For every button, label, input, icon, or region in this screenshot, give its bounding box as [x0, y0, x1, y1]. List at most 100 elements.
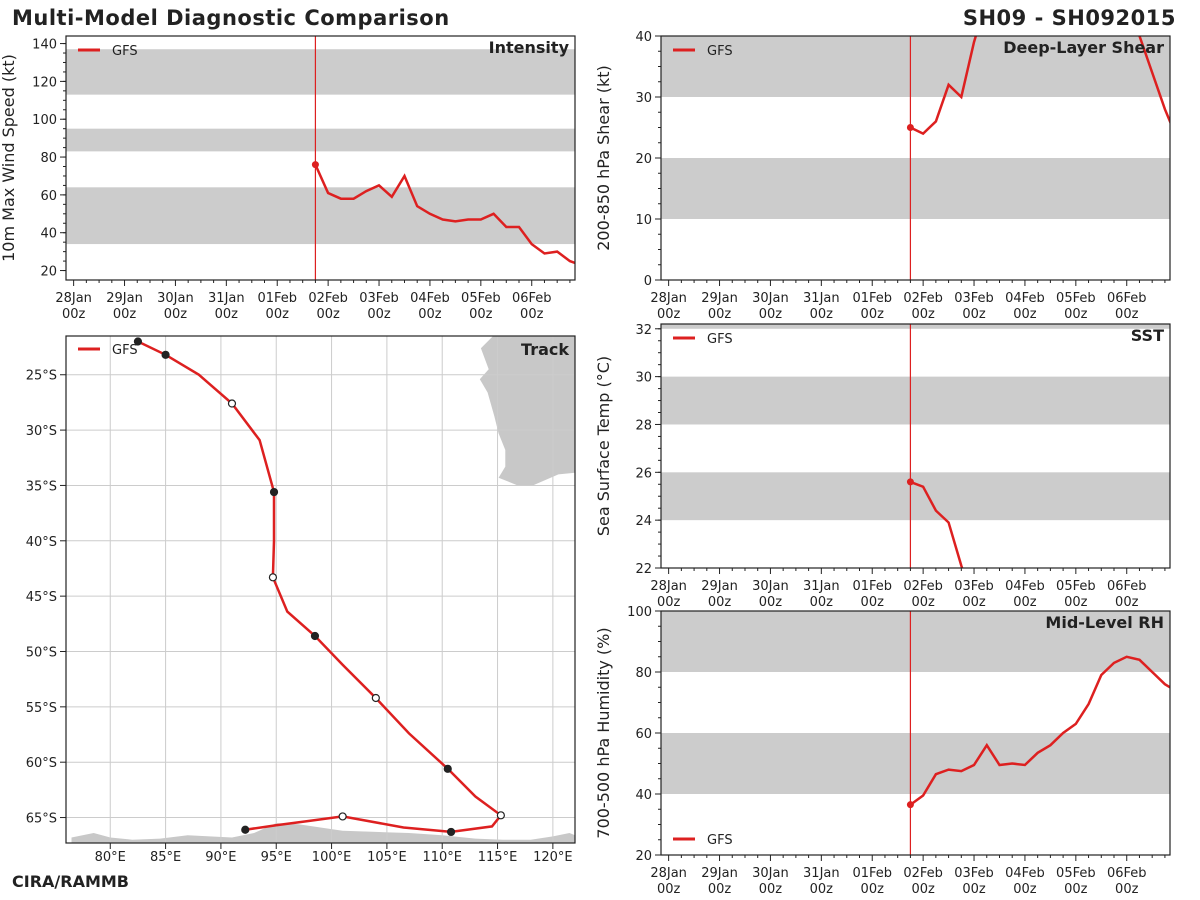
sst-ytick-label: 24: [635, 514, 652, 529]
shear-xtick-label: 28Jan: [650, 291, 687, 306]
shear-xtick-label: 30Jan: [752, 291, 789, 306]
track-marker-00z: [446, 827, 456, 837]
sst-ytick-label: 32: [635, 323, 652, 338]
shear-xtick-label: 03Feb: [954, 291, 994, 306]
intensity-ytick-label: 60: [40, 189, 57, 204]
intensity-xtick-label: 00z: [418, 307, 442, 322]
rh-ytick-label: 20: [635, 849, 652, 864]
track-lat-label: 65°S: [26, 812, 57, 827]
shear-xtick-label: 02Feb: [903, 291, 943, 306]
rh-xtick-label: 00z: [810, 882, 834, 897]
sst-xtick-label: 30Jan: [752, 579, 789, 594]
rh-xtick-label: 02Feb: [903, 866, 943, 881]
intensity-band-1: [66, 128, 575, 152]
shear-xtick-label: 00z: [1064, 307, 1088, 322]
rh-xtick-label: 00z: [708, 882, 732, 897]
sst-xtick-label: 00z: [962, 595, 986, 610]
track-panel: 80°E 85°E 90°E 95°E 100°E 105°E 110°E 115°E 120°…: [26, 335, 576, 865]
shear-ylabel: 200-850 hPa Shear (kt): [594, 65, 613, 251]
intensity-xtick-label: 29Jan: [106, 291, 143, 306]
track-lat-label: 45°S: [26, 590, 57, 605]
shear-ytick-label: 0: [644, 274, 652, 289]
shear-xtick-label: 00z: [861, 307, 885, 322]
shear-title: Deep-Layer Shear: [1003, 38, 1164, 57]
shear-frame: [660, 35, 1171, 281]
intensity-xtick-label: 00z: [266, 307, 290, 322]
shear-xtick-label: 00z: [657, 307, 681, 322]
intensity-legend-label: GFS: [112, 44, 138, 59]
sst-title: SST: [1131, 326, 1164, 345]
shear-xtick-label: 05Feb: [1056, 291, 1096, 306]
intensity-xtick-label: 05Feb: [461, 291, 501, 306]
intensity-xtick-label: 00z: [215, 307, 239, 322]
shear-xtick-label: 00z: [1013, 307, 1037, 322]
track-lat-label: 55°S: [26, 701, 57, 716]
sst-xtick-label: 00z: [657, 595, 681, 610]
intensity-xtick-label: 04Feb: [410, 291, 450, 306]
shear-series-gfs: [909, 36, 1170, 136]
sst-xtick-label: 00z: [708, 595, 732, 610]
figure-title: Multi-Model Diagnostic Comparison: [12, 6, 450, 30]
intensity-frame: [65, 35, 576, 281]
intensity-band-0: [66, 187, 575, 245]
track-marker-00z: [161, 350, 170, 359]
sst-band-1: [661, 376, 1170, 425]
rh-xtick-label: 00z: [1064, 882, 1088, 897]
sst-xtick-label: 00z: [759, 595, 783, 610]
storm-id: SH09 - SH092015: [962, 6, 1176, 30]
track-marker-00z: [269, 487, 279, 497]
intensity-init-point: [311, 161, 319, 169]
rh-ytick-label: 80: [635, 666, 652, 681]
intensity-xtick-label: 00z: [469, 307, 493, 322]
track-lat-label: 30°S: [26, 424, 57, 439]
track-lon-label: 80°E: [95, 850, 126, 865]
rh-xtick-label: 31Jan: [803, 866, 840, 881]
shear-xtick-label: 00z: [708, 307, 732, 322]
sst-xtick-label: 03Feb: [954, 579, 994, 594]
intensity-xtick-label: 03Feb: [359, 291, 399, 306]
rh-xtick-label: 06Feb: [1107, 866, 1147, 881]
intensity-ytick-label: 40: [40, 227, 57, 242]
shear-ytick-label: 30: [635, 91, 652, 106]
intensity-xtick-label: 00z: [113, 307, 137, 322]
sst-series-gfs: [909, 480, 964, 568]
rh-bands: [661, 611, 1170, 794]
sst-ylabel: Sea Surface Temp (°C): [594, 356, 613, 536]
shear-xtick-label: 00z: [1115, 307, 1139, 322]
intensity-ytick-label: 140: [32, 38, 57, 53]
sst-band-2: [661, 324, 1170, 329]
intensity-xtick-label: 06Feb: [512, 291, 552, 306]
track-lat-label: 25°S: [26, 369, 57, 384]
intensity-xtick-label: 00z: [164, 307, 188, 322]
track-lon-label: 100°E: [312, 850, 352, 865]
shear-xtick-label: 00z: [810, 307, 834, 322]
track-marker-12z: [496, 811, 505, 820]
intensity-ytick-label: 80: [40, 151, 57, 166]
rh-ylabel: 700-500 hPa Humidity (%): [594, 627, 613, 838]
intensity-ytick-label: 20: [40, 265, 57, 280]
shear-xtick-label: 00z: [759, 307, 783, 322]
rh-band-0: [661, 733, 1170, 794]
track-lon-label: 105°E: [367, 850, 407, 865]
sst-ytick-label: 30: [635, 371, 652, 386]
sst-xtick-label: 00z: [861, 595, 885, 610]
track-map-area: [66, 336, 575, 843]
intensity-ytick-label: 120: [32, 75, 57, 90]
track-marker-00z: [241, 825, 250, 834]
shear-ytick-label: 20: [635, 152, 652, 167]
sst-ytick-label: 26: [635, 466, 652, 481]
credit-label: CIRA/RAMMB: [12, 872, 129, 891]
shear-xtick-label: 00z: [911, 307, 935, 322]
rh-xtick-label: 05Feb: [1056, 866, 1096, 881]
intensity-xtick-label: 28Jan: [55, 291, 92, 306]
track-marker-12z: [371, 693, 380, 703]
track-lon-label: 95°E: [261, 850, 292, 865]
track-marker-00z: [443, 764, 452, 773]
rh-ytick-label: 40: [635, 788, 652, 803]
shear-xtick-label: 29Jan: [701, 291, 738, 306]
shear-xtick-label: 00z: [962, 307, 986, 322]
rh-legend-label: GFS: [707, 833, 733, 848]
rh-xtick-label: 00z: [759, 882, 783, 897]
sst-xtick-label: 00z: [810, 595, 834, 610]
